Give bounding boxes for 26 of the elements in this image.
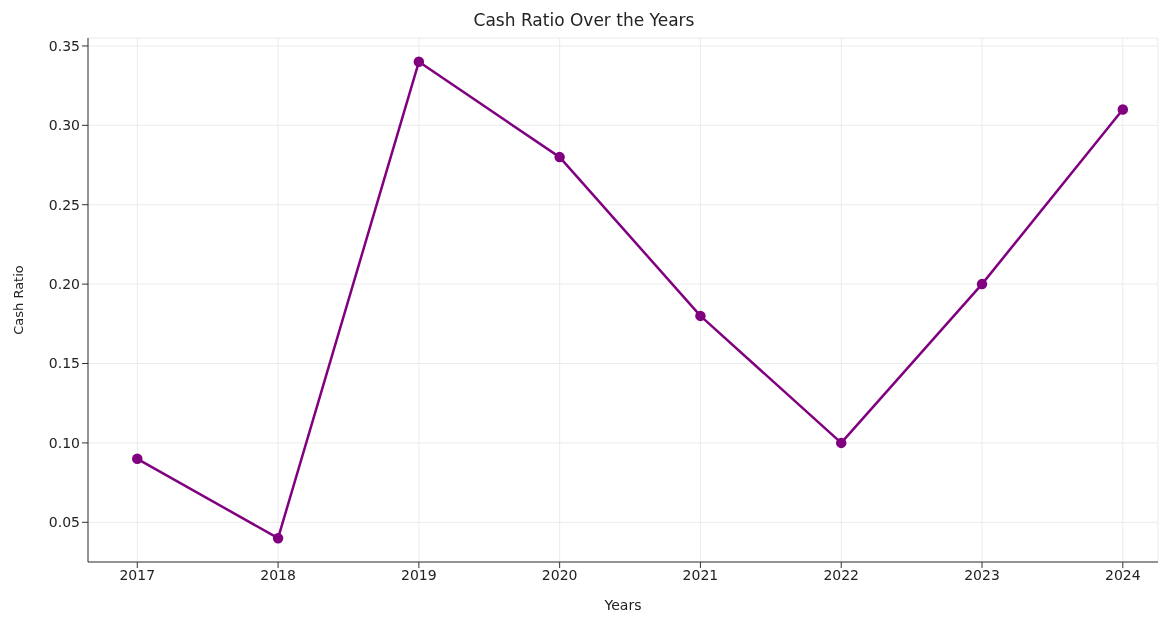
x-axis-title: Years: [603, 597, 642, 613]
point: [1117, 104, 1129, 115]
y-tick-label: 0.05: [48, 514, 80, 531]
point: [695, 310, 706, 322]
y-tick-label: 0.20: [48, 276, 80, 293]
point: [272, 532, 284, 544]
x-tick-label: 2022: [823, 566, 860, 583]
point: [835, 437, 847, 449]
y-tick-label: 0.30: [48, 117, 80, 134]
x-tick-label: 2019: [401, 566, 437, 583]
point: [413, 56, 425, 68]
y-axis-title: Cash Ratio: [10, 265, 26, 335]
y-tick-label: 0.25: [48, 196, 80, 213]
x-tick-label: 2021: [682, 566, 719, 583]
y-tick-label: 0.10: [48, 434, 80, 451]
point: [976, 278, 988, 290]
y-tick-label: 0.35: [48, 37, 80, 54]
point: [132, 453, 143, 465]
point: [554, 151, 565, 163]
y-tick-label: 0.15: [48, 355, 80, 372]
x-tick-label: 2017: [119, 566, 156, 583]
x-tick-label: 2018: [260, 566, 296, 583]
chart-title: Cash Ratio Over the Years: [472, 10, 696, 30]
x-tick-label: 2024: [1104, 566, 1141, 583]
x-tick-label: 2020: [541, 566, 578, 583]
x-tick-label: 2023: [964, 566, 1000, 583]
